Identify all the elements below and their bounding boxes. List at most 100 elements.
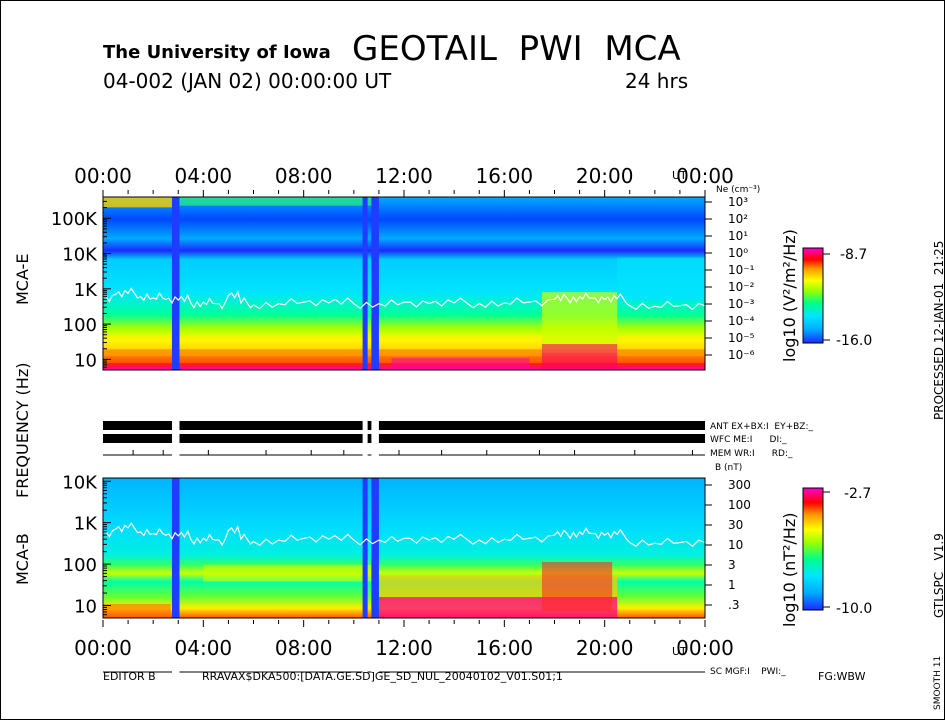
mca-e-ne-axis: 10³ 10² 10¹ 10⁰ 10⁻¹ 10⁻² 10⁻³ 10⁻⁴ 10⁻⁵ 10⁻⁶ [705, 195, 755, 362]
top-time-tick-label: 12:00 [375, 164, 433, 188]
density-trace [103, 287, 706, 311]
mca-e-overlays [103, 197, 706, 370]
y-tick-label: 1K [74, 280, 98, 301]
status-sc: SC MGF:I PWI:_ [710, 667, 786, 677]
bottom-time-tick-label: 04:00 [175, 636, 233, 660]
data-gap-bar [371, 197, 379, 370]
footer-fg: FG:WBW [818, 670, 866, 683]
intensity-patch [103, 604, 171, 618]
data-gap-bar [171, 197, 180, 370]
top-time-axis: 00:00 04:00 08:00 12:00 16:00 20:00 00:00 [74, 164, 734, 197]
right-tick-label: 100 [728, 498, 751, 512]
bottom-time-tick-label: 00:00 [74, 636, 132, 660]
data-gap-bar [362, 478, 368, 618]
bottom-time-tick-label: 16:00 [476, 636, 534, 660]
footer-editor: EDITOR B [103, 670, 156, 683]
mca-e-label: MCA-E [13, 254, 32, 305]
top-time-tick-label: 00:00 [676, 164, 734, 188]
right-tick-label: 10⁻¹ [728, 263, 755, 277]
ut-label-top: UT [672, 169, 687, 182]
right-tick-label: 300 [728, 478, 751, 492]
right-tick-label: 1 [728, 578, 736, 592]
bottom-time-axis: 00:00 04:00 08:00 12:00 16:00 20:00 00:00 [74, 620, 734, 660]
mca-e-cbar-max: -8.7 [840, 247, 867, 263]
status-segment [367, 421, 372, 430]
status-bars [103, 421, 705, 456]
version-stamp: GTLSPC V1.9 [932, 533, 945, 618]
right-tick-label: 10¹ [728, 229, 748, 243]
top-time-tick-label: 20:00 [576, 164, 634, 188]
y-tick-label: 10K [62, 245, 98, 266]
b-axis-title: B (nT) [715, 463, 742, 473]
y-tick-label: 1K [74, 514, 98, 535]
y-tick-label: 100K [51, 209, 98, 230]
y-tick-label: 10 [74, 350, 97, 371]
duration-label: 24 hrs [625, 69, 688, 93]
data-gap-bar [362, 197, 368, 370]
data-gap-bar [371, 478, 379, 618]
mca-b-y-axis: 10 100 1K 10K [62, 472, 111, 619]
top-time-tick-label: 00:00 [74, 164, 132, 188]
intensity-patch [103, 197, 179, 208]
footer-path: RRAVAX$DKA500:[DATA.GE.SD]GE_SD_NUL_2004… [202, 670, 563, 683]
mca-e-y-axis: 10 100 1K 10K 100K [51, 196, 111, 371]
y-tick-label: 10K [62, 472, 98, 493]
bottom-time-tick-label: 12:00 [375, 636, 433, 660]
top-time-tick-label: 16:00 [476, 164, 534, 188]
mca-e-colorbar [802, 247, 824, 344]
status-segment [378, 421, 705, 430]
intensity-patch [541, 562, 613, 611]
status-wfc: WFC ME:I DI:_ [710, 435, 787, 445]
status-segment [179, 421, 363, 430]
mca-b-frame [102, 477, 706, 619]
top-time-tick-label: 04:00 [175, 164, 233, 188]
y-tick-label: 10 [74, 597, 97, 618]
status-segment [367, 434, 372, 443]
mca-b-cbar-min: -10.0 [836, 601, 872, 617]
date-line: 04-002 (JAN 02) 00:00:00 UT [103, 69, 392, 93]
mca-b-cbar-label: log10 (nT²/Hz) [780, 513, 799, 627]
right-tick-label: 3 [728, 558, 736, 572]
status-segment [179, 434, 363, 443]
density-trace [103, 522, 706, 547]
mca-b-overlays [103, 478, 706, 618]
status-mem: MEM WR:I RD:_ [710, 449, 793, 459]
right-tick-label: 10⁻³ [728, 297, 755, 311]
smooth-stamp: SMOOTH 11 [933, 656, 943, 710]
right-tick-label: 10³ [728, 195, 748, 209]
frequency-axis-label: FREQUENCY (Hz) [13, 363, 32, 498]
top-time-tick-label: 08:00 [275, 164, 333, 188]
instrument-title: GEOTAIL PWI MCA [352, 29, 681, 69]
mca-b-label: MCA-B [13, 533, 32, 585]
right-tick-label: 10 [728, 538, 743, 552]
ne-axis-title: Ne (cm⁻³) [716, 185, 760, 195]
mca-b-colorbar [802, 487, 824, 611]
status-segment [378, 434, 705, 443]
right-tick-label: 10² [728, 212, 748, 226]
intensity-patch [178, 197, 379, 206]
right-tick-label: 10⁻⁵ [728, 331, 755, 345]
intensity-patch [203, 564, 379, 582]
bottom-time-tick-label: 20:00 [576, 636, 634, 660]
right-tick-label: 30 [728, 518, 743, 532]
right-tick-label: 10⁻² [728, 280, 755, 294]
data-gap-bar [171, 478, 180, 618]
y-tick-label: 100 [63, 315, 97, 336]
right-tick-label: 10⁰ [728, 246, 748, 260]
y-tick-label: 100 [63, 555, 97, 576]
right-tick-label: 10⁻⁶ [728, 348, 755, 362]
mca-e-cbar-min: -16.0 [836, 333, 872, 349]
mca-e-cbar-label: log10 (V²/m²/Hz) [780, 229, 799, 362]
mca-e-frame [102, 196, 706, 371]
status-ant: ANT EX+BX:I EY+BZ:_ [710, 422, 813, 432]
right-tick-label: 10⁻⁴ [728, 314, 755, 328]
bottom-time-tick-label: 00:00 [676, 636, 734, 660]
intensity-patch [541, 344, 618, 370]
processed-stamp: PROCESSED 12-JAN-01 21:25 [932, 241, 945, 420]
status-segment [103, 421, 172, 430]
mca-b-field-axis: 300 100 30 10 3 1 .3 [705, 478, 751, 612]
intensity-patch [391, 357, 530, 370]
